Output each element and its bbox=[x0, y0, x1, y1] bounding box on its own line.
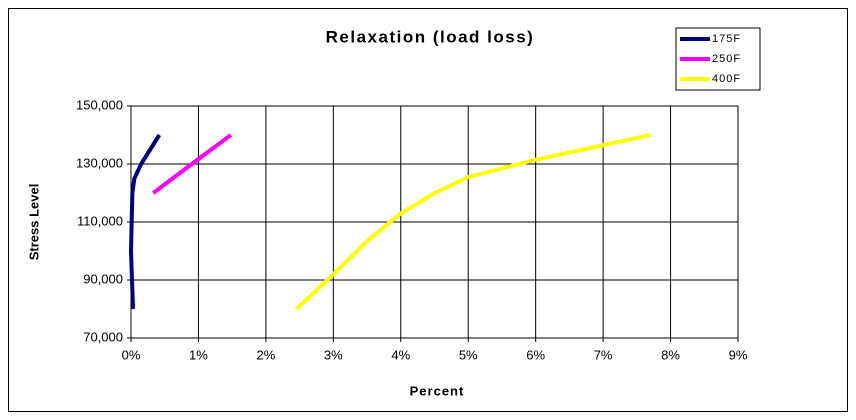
x-axis-label: Percent bbox=[410, 383, 465, 398]
x-tick-label: 8% bbox=[661, 347, 680, 362]
x-tick-label: 3% bbox=[324, 347, 343, 362]
x-tick-label: 4% bbox=[391, 347, 410, 362]
x-tick-label: 7% bbox=[594, 347, 613, 362]
y-tick-label: 90,000 bbox=[83, 271, 123, 286]
x-tick-label: 6% bbox=[526, 347, 545, 362]
x-tick-label: 1% bbox=[189, 347, 208, 362]
y-tick-label: 130,000 bbox=[76, 155, 123, 170]
line-series bbox=[294, 133, 651, 311]
y-axis-label: Stress Level bbox=[26, 184, 41, 261]
x-tick-label: 2% bbox=[256, 347, 275, 362]
x-tick-label: 0% bbox=[122, 347, 141, 362]
y-tick-label: 70,000 bbox=[83, 329, 123, 344]
x-tick-label: 5% bbox=[459, 347, 478, 362]
chart-title: Relaxation (load loss) bbox=[326, 27, 535, 46]
legend-label: 250F bbox=[712, 53, 741, 65]
x-tick-label: 9% bbox=[729, 347, 748, 362]
legend-label: 175F bbox=[712, 33, 741, 45]
line-series bbox=[152, 133, 233, 195]
legend-label: 400F bbox=[712, 73, 741, 85]
line-series bbox=[129, 133, 162, 310]
y-tick-label: 110,000 bbox=[77, 213, 123, 228]
y-tick-label: 150,000 bbox=[76, 97, 123, 112]
